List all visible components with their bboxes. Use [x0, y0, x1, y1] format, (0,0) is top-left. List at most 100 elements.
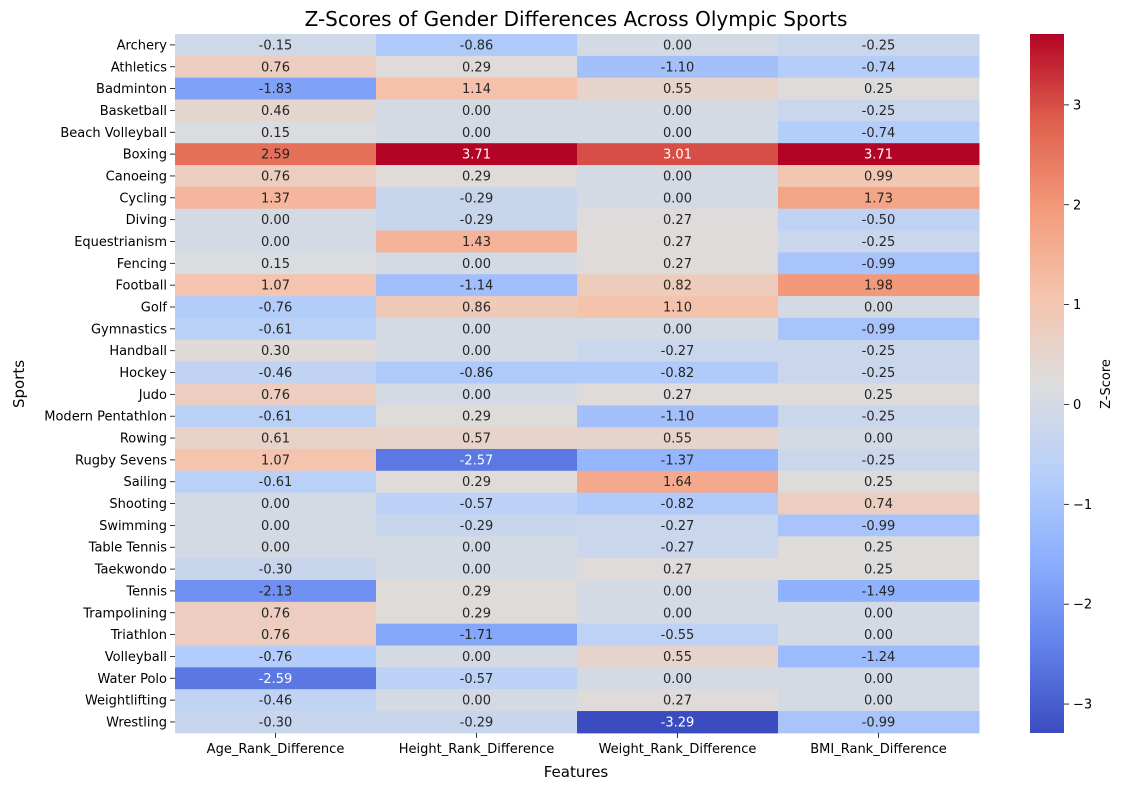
- heatmap-cell: [376, 339, 578, 363]
- cell-value-label: 0.55: [663, 432, 692, 447]
- y-tick-label-taekwondo: Taekwondo: [94, 563, 167, 578]
- heatmap-cell: [175, 689, 377, 712]
- cell-value-label: 0.27: [663, 213, 692, 228]
- cell-value-label: 0.29: [462, 410, 491, 425]
- cell-value-label: -0.74: [862, 60, 896, 75]
- heatmap-cell: [577, 143, 779, 166]
- heatmap-cell: [778, 361, 980, 384]
- cell-value-label: 1.64: [663, 475, 692, 490]
- x-tick-label-bmi-rank-difference: BMI_Rank_Difference: [810, 742, 946, 757]
- heatmap-cell: [778, 186, 980, 210]
- heatmap-cells: -0.15 -0.86 0.00 -0.25 0.76 0.29 -1.10 -0.74 -1.…: [175, 34, 980, 734]
- cell-value-label: -0.86: [460, 38, 494, 53]
- cell-value-label: 1.37: [261, 191, 290, 206]
- cell-value-label: 0.29: [462, 60, 491, 75]
- y-tick-label-athletics: Athletics: [111, 60, 167, 75]
- x-tick-label-height-rank-difference: Height_Rank_Difference: [399, 742, 554, 757]
- cell-value-label: 1.14: [462, 82, 491, 97]
- heatmap-cell: [577, 383, 779, 406]
- cell-value-label: 0.25: [864, 563, 893, 578]
- heatmap-cell: [778, 165, 980, 188]
- heatmap-cell: [175, 492, 377, 515]
- heatmap-cell: [175, 448, 377, 472]
- heatmap-cell: [778, 470, 980, 494]
- y-tick-label-table-tennis: Table Tennis: [88, 541, 168, 556]
- heatmap-cell: [778, 601, 980, 625]
- cell-value-label: 0.99: [864, 169, 893, 184]
- heatmap-cell: [778, 667, 980, 690]
- heatmap-cell: [778, 296, 980, 319]
- heatmap-cell: [778, 252, 980, 275]
- heatmap-cell: [778, 143, 980, 166]
- heatmap-cell: [778, 121, 980, 144]
- cell-value-label: -1.10: [661, 410, 695, 425]
- heatmap-cell: [577, 405, 779, 428]
- heatmap-cell: [577, 99, 779, 122]
- cell-value-label: 0.27: [663, 563, 692, 578]
- y-tick-labels: Archery Athletics Badminton Basketball Beach…: [44, 38, 175, 730]
- cell-value-label: -0.25: [862, 453, 896, 468]
- cell-value-label: -1.83: [259, 82, 293, 97]
- colorbar-tick-label: −1: [1073, 498, 1092, 513]
- cell-value-label: 0.00: [864, 628, 893, 643]
- heatmap-cell: [778, 711, 980, 734]
- heatmap-cell: [175, 558, 377, 581]
- cell-value-label: 0.76: [261, 606, 290, 621]
- cell-value-label: 0.55: [663, 650, 692, 665]
- cell-value-label: 0.00: [261, 213, 290, 228]
- cell-value-label: 0.25: [864, 82, 893, 97]
- cell-value-label: -0.76: [259, 301, 293, 316]
- cell-value-label: -1.37: [661, 453, 695, 468]
- cell-value-label: 0.00: [261, 235, 290, 250]
- heatmap-cell: [577, 317, 779, 341]
- cell-value-label: -0.27: [661, 519, 695, 534]
- heatmap-cell: [175, 361, 377, 384]
- cell-value-label: 0.29: [462, 475, 491, 490]
- heatmap-cell: [577, 580, 779, 603]
- y-tick-label-volleyball: Volleyball: [105, 650, 167, 665]
- y-tick-label-fencing: Fencing: [117, 257, 167, 272]
- cell-value-label: 0.00: [462, 694, 491, 709]
- heatmap-cell: [577, 645, 779, 668]
- cell-value-label: -0.57: [460, 672, 494, 687]
- heatmap-cell: [577, 711, 779, 734]
- heatmap-cell: [175, 274, 377, 297]
- heatmap-cell: [175, 536, 377, 559]
- cell-value-label: -2.13: [259, 584, 293, 599]
- heatmap-cell: [778, 448, 980, 472]
- cell-value-label: 0.46: [261, 104, 290, 119]
- heatmap-cell: [376, 143, 578, 166]
- cell-value-label: -0.25: [862, 410, 896, 425]
- cell-value-label: -0.30: [259, 715, 293, 730]
- cell-value-label: -0.86: [460, 366, 494, 381]
- cell-value-label: -0.30: [259, 563, 293, 578]
- heatmap-cell: [778, 536, 980, 559]
- y-tick-label-modern-pentathlon: Modern Pentathlon: [44, 410, 167, 425]
- heatmap-cell: [778, 689, 980, 712]
- heatmap-cell: [376, 601, 578, 625]
- heatmap-cell: [376, 492, 578, 515]
- heatmap-cell: [376, 77, 578, 101]
- heatmap-cell: [175, 121, 377, 144]
- x-tick-label-age-rank-difference: Age_Rank_Difference: [207, 742, 345, 757]
- heatmap-cell: [778, 77, 980, 101]
- cell-value-label: 2.59: [261, 148, 290, 163]
- heatmap-cell: [376, 296, 578, 319]
- cell-value-label: 0.00: [663, 606, 692, 621]
- heatmap-cell: [175, 427, 377, 450]
- heatmap-cell: [175, 601, 377, 625]
- heatmap-cell: [376, 34, 578, 57]
- cell-value-label: -0.55: [661, 628, 695, 643]
- cell-value-label: -0.29: [460, 715, 494, 730]
- cell-value-label: 0.76: [261, 628, 290, 643]
- y-tick-label-archery: Archery: [117, 38, 168, 53]
- heatmap-cell: [778, 274, 980, 297]
- cell-value-label: 1.07: [261, 279, 290, 294]
- heatmap-cell: [376, 580, 578, 603]
- heatmap-cell: [778, 34, 980, 57]
- cell-value-label: 0.00: [663, 191, 692, 206]
- y-tick-label-wrestling: Wrestling: [106, 715, 167, 730]
- cell-value-label: 0.74: [864, 497, 893, 512]
- heatmap-cell: [175, 470, 377, 494]
